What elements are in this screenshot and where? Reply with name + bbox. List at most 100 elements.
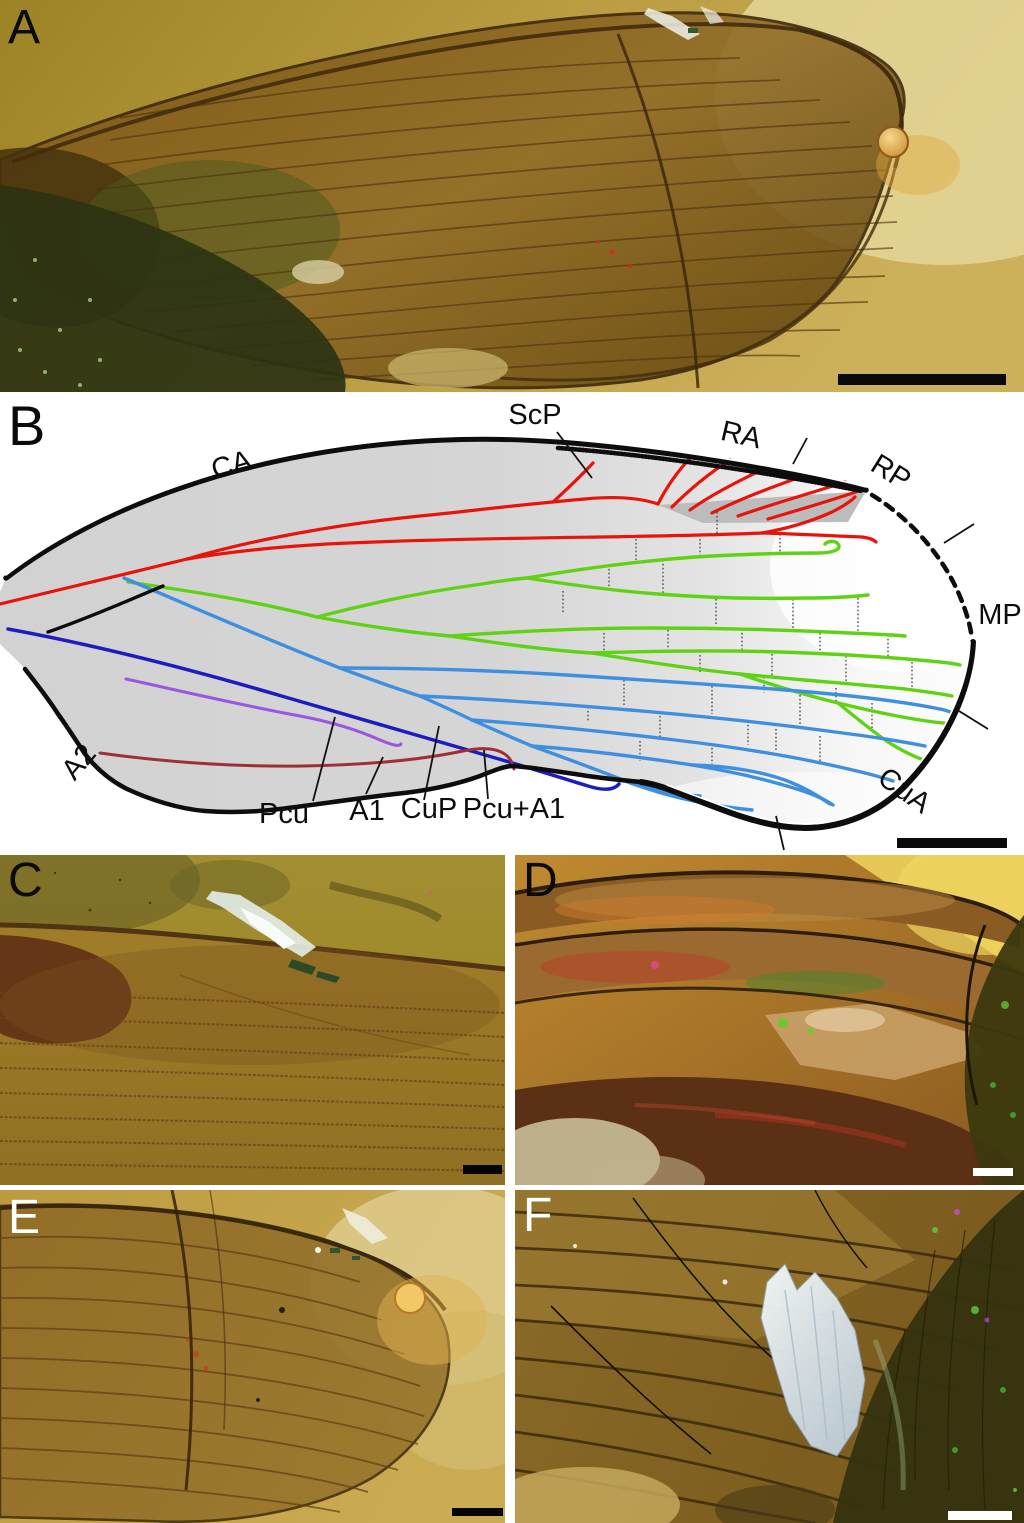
sparkle-dot: [315, 1247, 321, 1253]
panel-d-photo: D: [515, 855, 1024, 1185]
inclusion-facets: [784, 1285, 846, 1441]
panel-b-letter: B: [8, 394, 46, 457]
glitter-flecks: [13, 258, 102, 387]
label-cup: CuP: [401, 793, 457, 825]
red-streak-2: [634, 1103, 816, 1125]
panel-f-photo: F: [515, 1190, 1024, 1523]
bright-bubble: [394, 1282, 426, 1314]
band-2: [515, 931, 1024, 1023]
silver-inclusion: [644, 8, 700, 40]
panel-d-art: [515, 855, 1024, 1185]
crossing-vein-2: [209, 1190, 226, 1431]
dark-body-mass: [964, 915, 1024, 1185]
dark-body-mass: [833, 1190, 1024, 1523]
crenulate-veins: [0, 992, 505, 1172]
violet-glint-2: [984, 1317, 990, 1323]
silver-inclusion-small: [700, 6, 724, 24]
green-flecks: [990, 1001, 1016, 1118]
leader-line: [943, 523, 975, 544]
green-fleck: [288, 959, 316, 975]
white-sparkle: [342, 1208, 388, 1244]
scale-bar-e: [452, 1508, 503, 1516]
leader-line: [556, 431, 593, 479]
green-iridescence: [932, 1227, 1017, 1492]
label-mp: MP: [978, 599, 1022, 631]
pale-patch: [292, 260, 344, 284]
vein-pcu: [124, 677, 403, 747]
dashed-margin: [869, 492, 975, 642]
orange-iridescence: [555, 896, 775, 924]
panel-c-art: [0, 855, 505, 1185]
dark-basal-area: [0, 935, 132, 1044]
panel-f-art: [515, 1190, 1024, 1523]
panel-a-art: [0, 0, 1024, 392]
band-1-edge: [515, 870, 1024, 929]
pale-corner: [515, 1467, 680, 1523]
green-fleck: [688, 28, 698, 33]
panel-c-photo: C: [0, 855, 505, 1185]
vein-a1: [98, 747, 516, 771]
white-inclusion: [760, 1263, 866, 1457]
panel-b-drawing: ScP RA RP MP CuA CA A2 Pcu A1 CuP Pcu+A1…: [0, 392, 1024, 855]
green-glint: [778, 1018, 788, 1028]
pale-blob-2: [585, 1155, 705, 1185]
dark-blob: [715, 1485, 835, 1523]
silver-inclusion-core: [240, 907, 296, 949]
leader-line: [312, 716, 336, 802]
bright-dot-2: [573, 1244, 577, 1248]
pink-glint: [651, 961, 659, 969]
bright-dot: [722, 1279, 728, 1285]
panel-c-letter: C: [8, 855, 43, 907]
scale-bar-f: [948, 1511, 1012, 1520]
scale-bar-d: [973, 1168, 1013, 1176]
dark-smudge-2: [170, 860, 290, 910]
panel-b-art: ScP RA RP MP CuA CA A2 Pcu A1 CuP Pcu+A1: [0, 399, 1024, 855]
crossing-vein: [170, 1190, 194, 1491]
lower-white-area: [630, 772, 970, 855]
center-highlight: [805, 1008, 885, 1032]
body-texture: [882, 1219, 996, 1511]
panel-a-letter: A: [8, 1, 41, 54]
scale-bar-b: [897, 838, 1007, 848]
green-fleck-2: [316, 971, 340, 983]
label-pcu: Pcu: [259, 798, 309, 830]
leader-lines: [312, 431, 989, 851]
glow-halo: [377, 1275, 487, 1365]
leader-line: [775, 815, 785, 851]
oblique-vein: [179, 974, 471, 1056]
band-3-edge: [515, 986, 1024, 1042]
label-a1: A1: [349, 795, 384, 827]
crossing-seta: [616, 33, 700, 389]
green-fleck-2: [352, 1256, 360, 1260]
label-ra: RA: [718, 415, 765, 455]
body-edge: [965, 924, 987, 1106]
leader-line: [792, 437, 808, 465]
costal-comb: [555, 445, 865, 494]
violet-glint: [954, 1209, 960, 1215]
red-streak: [714, 1112, 906, 1148]
dark-smudge: [0, 855, 200, 935]
green-fleck: [330, 1248, 340, 1253]
scale-bar-a: [838, 374, 1006, 385]
label-pcu-a1: Pcu+A1: [463, 793, 565, 825]
red-iridescence: [540, 951, 730, 983]
dark-speck-2: [256, 1398, 260, 1402]
basal-bar: [46, 584, 165, 634]
debris-mass: [0, 185, 346, 392]
panel-d-letter: D: [523, 855, 558, 907]
green-glint-2: [808, 1028, 814, 1034]
air-bubble: [877, 126, 909, 158]
label-scp: ScP: [508, 399, 561, 431]
mid-shading: [0, 945, 500, 1065]
leader-line: [958, 710, 989, 730]
leader-line: [423, 725, 440, 801]
pink-glint: [428, 891, 432, 895]
panel-f-letter: F: [523, 1190, 553, 1242]
pale-patch-2: [388, 348, 508, 388]
panel-e-art: [0, 1190, 505, 1523]
dark-speck: [279, 1307, 285, 1313]
leader-line: [365, 756, 384, 795]
vein-mp: [126, 539, 962, 763]
red-iridescence: [186, 1338, 209, 1371]
